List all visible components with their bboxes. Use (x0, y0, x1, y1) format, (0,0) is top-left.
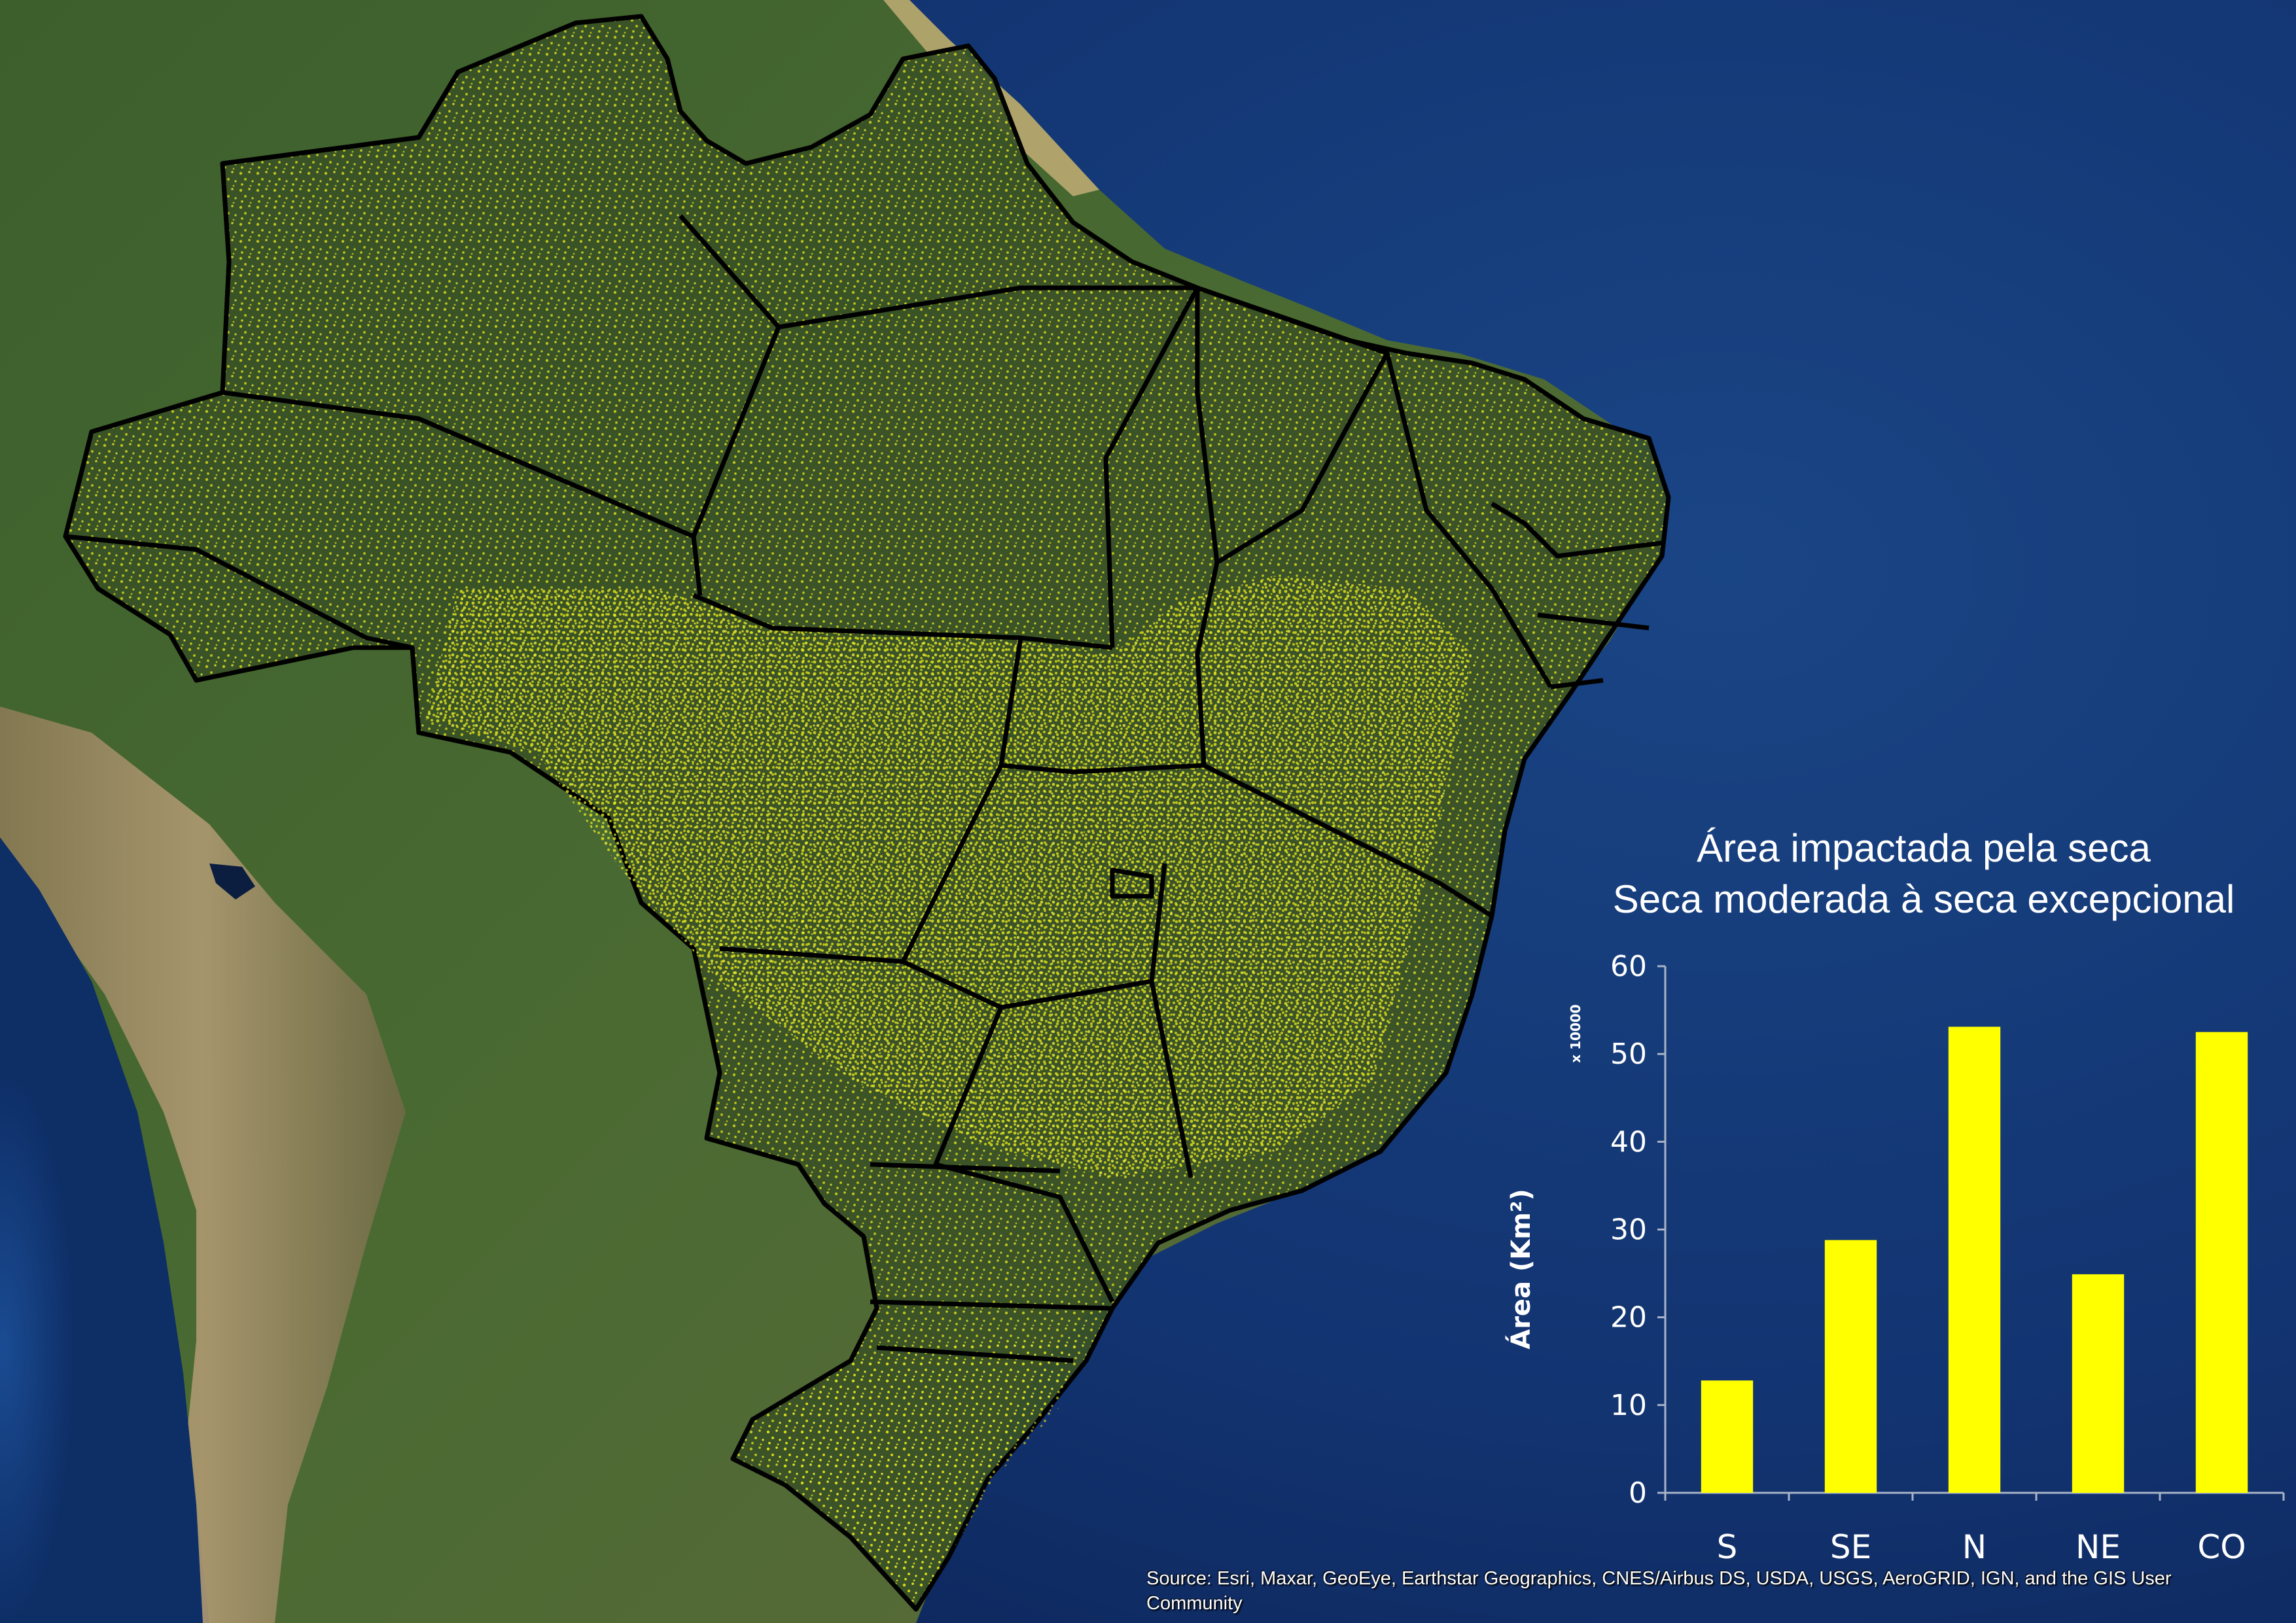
bar-chart: 0 10 20 30 40 50 60 S SE N NE CO Área (Km²) x 10000 (1505, 950, 2285, 1566)
x-tick-label: NE (2075, 1528, 2121, 1566)
x-tick-label: S (1717, 1528, 1738, 1566)
y-tick-label: 60 (1610, 950, 1647, 983)
map-attribution: Source: Esri, Maxar, GeoEye, Earthstar G… (1146, 1568, 2172, 1614)
y-tick-label: 30 (1610, 1213, 1647, 1247)
x-tick-label: N (1962, 1528, 1987, 1566)
bar-n (1948, 1026, 2001, 1493)
x-tick-label: CO (2197, 1528, 2246, 1566)
bar-se (1824, 1240, 1877, 1493)
x-tick-label: SE (1830, 1528, 1871, 1566)
y-tick-label: 50 (1610, 1038, 1647, 1071)
y-tick-label: 40 (1610, 1125, 1647, 1159)
bar-s (1701, 1380, 1754, 1493)
chart-subtitle: Seca moderada à seca excepcional (1612, 877, 2235, 921)
y-tick-label: 0 (1629, 1476, 1647, 1510)
y-multiplier-label: x 10000 (1568, 1004, 1583, 1062)
y-axis-label: Área (Km²) (1505, 1189, 1536, 1350)
chart-bars (1701, 1026, 2248, 1493)
chart-title: Área impactada pela seca (1697, 826, 2151, 870)
chart-ticks: 0 10 20 30 40 50 60 S SE N NE CO (1610, 950, 2285, 1566)
bar-co (2195, 1032, 2248, 1493)
y-tick-label: 20 (1610, 1301, 1647, 1335)
brazil-states (63, 14, 1671, 1612)
y-tick-label: 10 (1610, 1389, 1647, 1422)
bar-ne (2072, 1274, 2125, 1493)
